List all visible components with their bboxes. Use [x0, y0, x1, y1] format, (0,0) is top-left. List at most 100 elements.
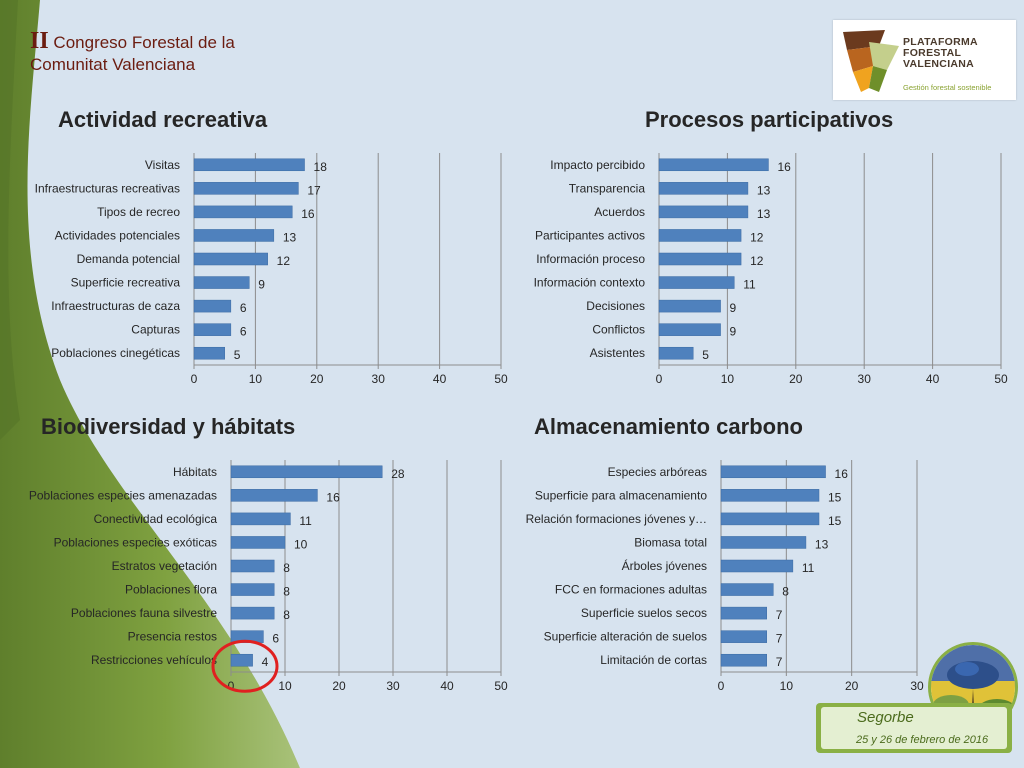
category-label: Información proceso [536, 252, 645, 266]
bar [193, 276, 250, 289]
category-label: FCC en formaciones adultas [555, 583, 707, 597]
bar [720, 583, 774, 596]
chart-title-biodiversidad: Biodiversidad y hábitats [41, 414, 296, 439]
logo: PLATAFORMA FORESTAL VALENCIANA Gestión f… [833, 20, 1016, 100]
category-label: Infraestructuras de caza [51, 299, 180, 313]
category-label: Transparencia [569, 181, 646, 195]
category-label: Decisiones [586, 299, 645, 313]
tick-label: 10 [249, 372, 263, 386]
tick-label: 50 [494, 679, 508, 693]
category-label: Participantes activos [535, 228, 645, 242]
category-label: Poblaciones fauna silvestre [71, 606, 217, 620]
data-label: 9 [730, 325, 737, 339]
bar [230, 536, 286, 549]
bar [193, 252, 268, 266]
logo-line3: VALENCIANA [903, 58, 975, 70]
bar [230, 512, 291, 526]
tick-label: 30 [910, 679, 924, 693]
bar [230, 583, 275, 596]
category-label: Superficie recreativa [71, 276, 181, 290]
tick-label: 30 [372, 372, 386, 386]
bar [193, 205, 293, 219]
category-label: Hábitats [173, 465, 217, 479]
tick-label: 20 [332, 679, 346, 693]
bar [658, 346, 694, 360]
category-label: Poblaciones especies amenazadas [29, 488, 217, 502]
category-label: Superficie suelos secos [581, 606, 707, 620]
data-label: 8 [283, 585, 290, 599]
chart-title-carbono: Almacenamiento carbono [534, 414, 803, 439]
bar [720, 606, 767, 620]
data-label: 5 [234, 348, 241, 362]
footer-inner [821, 707, 1007, 749]
data-label: 16 [835, 467, 849, 481]
category-label: Asistentes [590, 346, 645, 360]
category-label: Capturas [131, 323, 180, 337]
data-label: 9 [258, 278, 265, 292]
data-label: 6 [240, 301, 247, 315]
data-label: 6 [272, 632, 279, 646]
data-label: 16 [326, 490, 340, 504]
category-label: Información contexto [534, 276, 646, 290]
category-label: Superficie para almacenamiento [535, 488, 707, 502]
data-label: 11 [743, 278, 756, 292]
category-label: Relación formaciones jóvenes y… [526, 512, 707, 526]
data-label: 8 [782, 585, 789, 599]
category-label: Visitas [145, 158, 180, 172]
bar [658, 205, 749, 219]
category-label: Poblaciones especies exóticas [54, 535, 217, 549]
bar [193, 182, 299, 195]
tick-label: 10 [721, 372, 735, 386]
tick-label: 40 [433, 372, 447, 386]
tick-label: 0 [228, 679, 235, 693]
tick-label: 0 [656, 372, 663, 386]
data-label: 11 [802, 561, 815, 575]
footer-place: Segorbe [857, 709, 914, 726]
category-label: Árboles jóvenes [622, 558, 707, 573]
tick-label: 0 [191, 372, 198, 386]
data-label: 7 [776, 632, 783, 646]
bar [720, 559, 794, 573]
data-label: 8 [283, 561, 290, 575]
logo-mark-icon [843, 30, 899, 92]
data-label: 5 [702, 348, 709, 362]
category-label: Presencia restos [128, 630, 217, 644]
chart-title-actividad: Actividad recreativa [58, 107, 268, 132]
tick-label: 50 [994, 372, 1008, 386]
bar [720, 653, 767, 667]
data-label: 10 [294, 537, 308, 551]
tick-label: 40 [926, 372, 940, 386]
chart-title-procesos: Procesos participativos [645, 107, 894, 132]
data-label: 12 [750, 254, 764, 268]
data-label: 17 [307, 183, 321, 197]
bar [658, 323, 721, 336]
bar [720, 512, 820, 526]
category-label: Estratos vegetación [112, 559, 217, 573]
data-label: 7 [776, 655, 783, 669]
bar [658, 229, 742, 242]
bar [658, 158, 769, 172]
category-label: Poblaciones flora [125, 583, 217, 597]
category-label: Especies arbóreas [608, 465, 707, 479]
tick-label: 30 [858, 372, 872, 386]
header-line1: Congreso Forestal de la [53, 33, 235, 52]
header-title: II Congreso Forestal de la Comunitat Val… [30, 29, 235, 76]
data-label: 15 [828, 490, 842, 504]
bar [720, 465, 826, 479]
data-label: 7 [776, 608, 783, 622]
data-label: 16 [301, 207, 315, 221]
tick-label: 10 [278, 679, 292, 693]
tick-label: 30 [386, 679, 400, 693]
tick-label: 50 [494, 372, 508, 386]
data-label: 15 [828, 514, 842, 528]
bar [193, 346, 225, 360]
category-label: Conflictos [592, 323, 645, 337]
category-label: Poblaciones cinegéticas [51, 346, 180, 360]
data-label: 9 [730, 301, 737, 315]
category-label: Actividades potenciales [55, 228, 180, 242]
bar [658, 299, 721, 313]
